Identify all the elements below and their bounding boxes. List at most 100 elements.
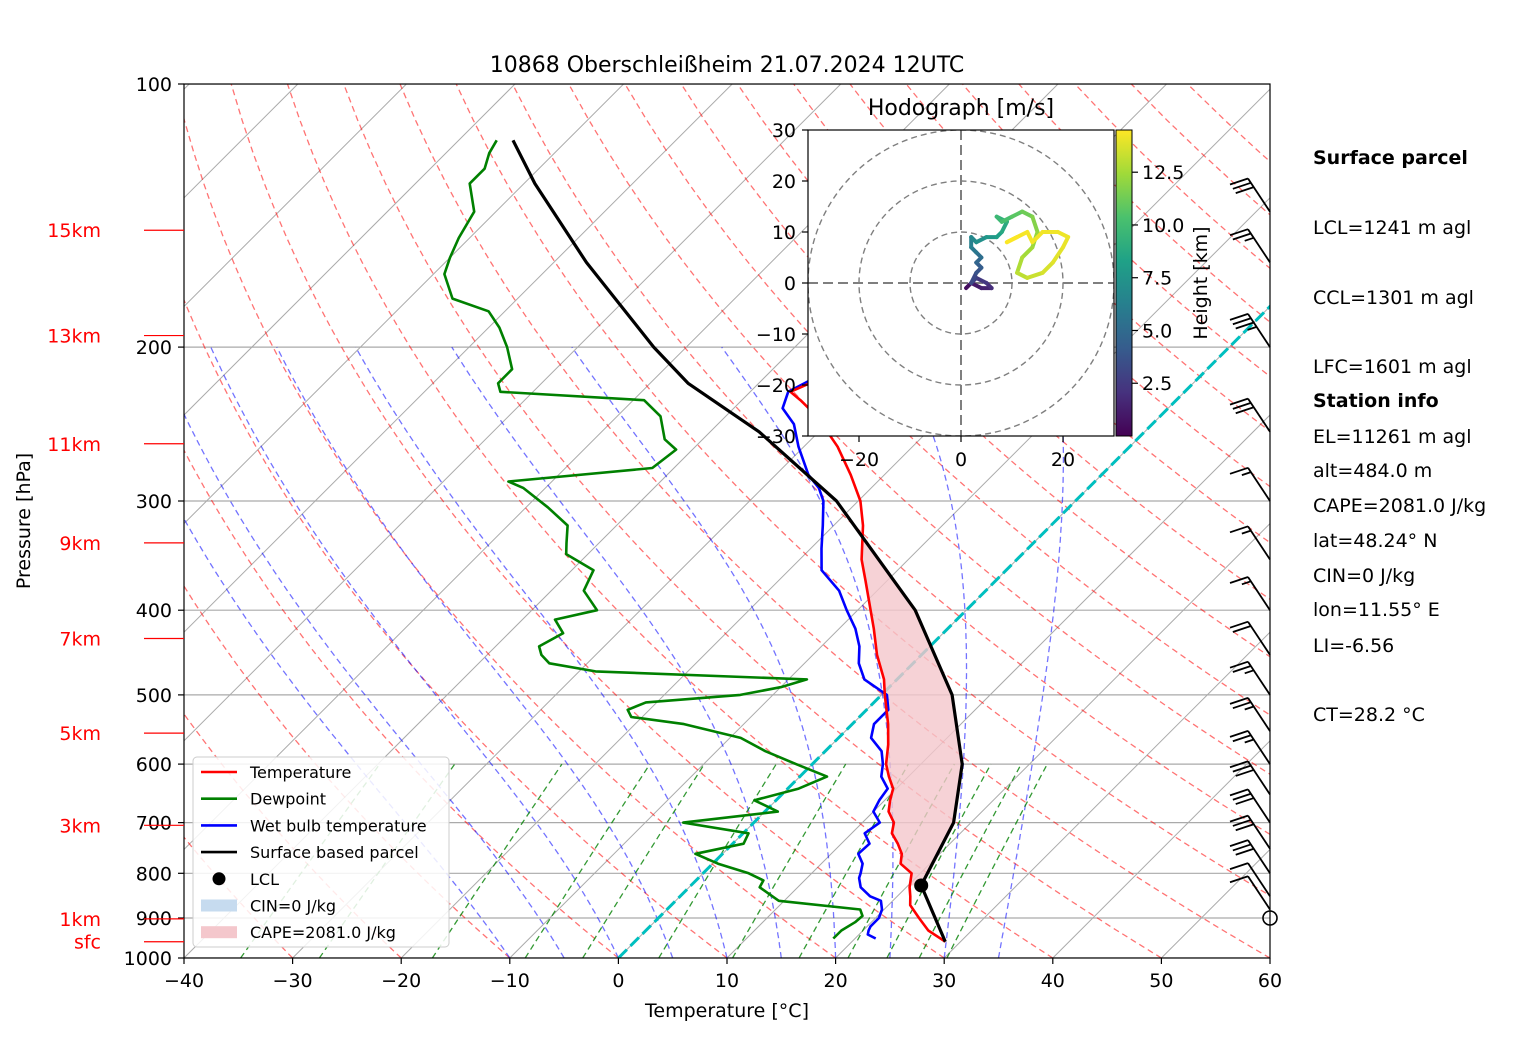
y-tick-label: 1000 <box>124 948 172 970</box>
y-tick-label: 600 <box>136 754 172 776</box>
wind-barb <box>1229 466 1271 502</box>
isotherm-line <box>184 84 624 525</box>
colorbar-tick-label: 5.0 <box>1142 320 1172 342</box>
legend-label: Dewpoint <box>250 790 326 809</box>
y-tick-label: 800 <box>136 863 172 885</box>
legend-box <box>192 756 450 948</box>
y-tick-label: 500 <box>136 685 172 707</box>
height-label: 5km <box>59 723 101 745</box>
legend: Temperature Dewpoint Wet bulb temperature S… <box>192 756 450 948</box>
x-tick-label: 0 <box>612 970 624 992</box>
isotherm-line <box>835 522 1270 958</box>
legend-label: Surface based parcel <box>250 843 419 862</box>
hodograph-segment <box>1015 255 1025 275</box>
station-lon: lon=11.55° E <box>1313 599 1440 622</box>
legend-label: CAPE=2081.0 J/kg <box>250 923 396 942</box>
wind-barb <box>1229 228 1271 263</box>
cape-area <box>683 378 963 886</box>
wind-barb <box>1229 313 1271 348</box>
moist-adiabat <box>184 517 511 958</box>
dry-adiabat <box>184 298 728 958</box>
height-label: 15km <box>47 220 101 242</box>
moist-adiabat <box>997 347 1065 958</box>
height-label: 1km <box>59 909 101 931</box>
hodograph-segment <box>1020 245 1035 260</box>
x-tick-label: 20 <box>824 970 848 992</box>
height-label: 11km <box>47 434 101 456</box>
hodo-y-label: −20 <box>756 375 796 397</box>
legend-label: Temperature <box>249 763 351 782</box>
dry-adiabat <box>184 448 619 958</box>
x-tick-label: 10 <box>715 970 739 992</box>
wind-barb <box>1229 525 1271 561</box>
colorbar-tick-label: 7.5 <box>1142 268 1172 290</box>
wind-barbs <box>1229 177 1278 926</box>
hodograph-segment <box>1050 245 1065 265</box>
parcel-el: EL=11261 m agl <box>1313 425 1472 448</box>
dewpoint-line <box>443 139 864 940</box>
legend-swatch <box>201 899 237 912</box>
parcel-lcl: LCL=1241 m agl <box>1313 217 1472 240</box>
hodograph: −20 0 20 30 20 10 0 −10 −20 −30 Hodograph [m/s] 2… <box>756 96 1212 471</box>
mixing-ratio-line <box>946 763 1048 958</box>
mixing-ratio-line <box>582 763 705 958</box>
hodo-y-label: 0 <box>784 273 796 295</box>
x-tick-label: −10 <box>490 970 530 992</box>
isotherm-line <box>1052 740 1270 958</box>
parcel-ccl: CCL=1301 m agl <box>1313 286 1474 309</box>
x-tick-label: 50 <box>1149 970 1173 992</box>
station-alt: alt=484.0 m <box>1313 460 1433 483</box>
moist-adiabat <box>355 346 728 958</box>
cape-shading <box>683 378 963 886</box>
hodograph-segment <box>1025 270 1045 280</box>
hodograph-title: Hodograph [m/s] <box>868 96 1054 121</box>
mixing-ratio-line <box>658 763 777 958</box>
wind-barb <box>1229 730 1271 765</box>
wind-barb <box>1229 576 1271 611</box>
legend-swatch <box>212 872 226 886</box>
y-tick-label: 300 <box>136 491 172 513</box>
isotherm-line <box>509 197 1270 958</box>
wind-barb <box>1229 839 1271 874</box>
dry-adiabat <box>849 84 1270 488</box>
legend-label: LCL <box>250 870 279 889</box>
parcel-li: LI=-6.56 <box>1313 634 1395 657</box>
isotherm-line <box>184 84 407 308</box>
y-tick-label: 100 <box>136 74 172 96</box>
height-label: 9km <box>59 533 101 555</box>
moist-adiabat <box>721 346 894 958</box>
dry-adiabat <box>343 84 1162 958</box>
y-tick-label: 700 <box>136 813 172 835</box>
wind-barb <box>1229 177 1271 213</box>
height-label: sfc <box>74 932 101 954</box>
lcl-marker <box>914 878 929 893</box>
parcel-ct: CT=28.2 °C <box>1313 704 1425 727</box>
hodograph-segment <box>1040 260 1055 275</box>
wind-barb <box>1229 875 1271 910</box>
hodograph-segment <box>1004 235 1020 245</box>
mixing-ratio-line <box>431 763 563 958</box>
wind-barb <box>1229 697 1271 732</box>
x-tick-label: −40 <box>164 970 204 992</box>
surface-parcel-heading: Surface parcel <box>1313 147 1468 170</box>
wind-barb <box>1229 814 1271 850</box>
isotherm-line <box>184 84 842 742</box>
hodo-y-label: −10 <box>756 324 796 346</box>
y-tick-label: 200 <box>136 337 172 359</box>
hodograph-ticks: −20 0 20 30 20 10 0 −10 −20 −30 <box>756 120 1075 471</box>
colorbar-tick-label: 12.5 <box>1142 162 1184 184</box>
isotherm-line <box>184 84 733 633</box>
wind-barb <box>1229 788 1271 824</box>
x-tick-label: −30 <box>273 970 313 992</box>
dry-adiabat <box>184 116 836 958</box>
station-lat: lat=48.24° N <box>1313 529 1438 552</box>
hodo-y-label: −30 <box>756 426 796 448</box>
parcel-lfc: LFC=1601 m agl <box>1313 356 1472 379</box>
isotherm-line <box>184 84 516 416</box>
wind-barb <box>1229 397 1271 433</box>
hodo-x-label: −20 <box>839 449 879 471</box>
wind-barb <box>1229 862 1271 897</box>
legend-label: Wet bulb temperature <box>250 816 427 835</box>
